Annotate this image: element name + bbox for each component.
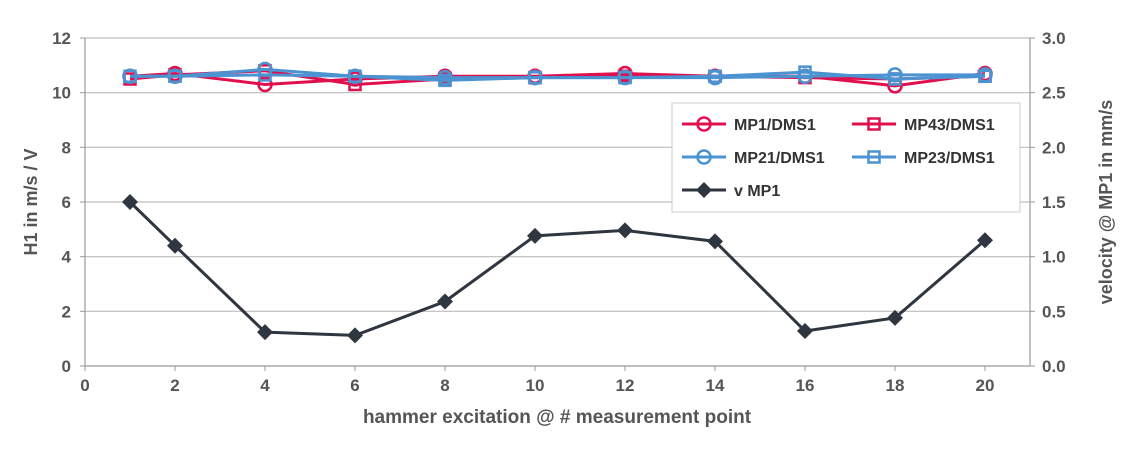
data-point bbox=[618, 70, 632, 85]
axes bbox=[80, 37, 1035, 371]
y2-tick-label: 0.0 bbox=[1042, 357, 1066, 376]
y2-tick-label: 3.0 bbox=[1042, 29, 1066, 48]
data-point bbox=[888, 72, 902, 86]
data-point bbox=[168, 69, 182, 84]
data-point bbox=[123, 69, 137, 84]
y2-tick-label: 0.5 bbox=[1042, 302, 1066, 321]
y2-tick-label: 2.5 bbox=[1042, 84, 1066, 103]
series-line bbox=[130, 70, 986, 82]
data-point bbox=[978, 69, 992, 84]
y2-tick-label: 1.0 bbox=[1042, 248, 1066, 267]
y2-axis-label: velocity @ MP1 in mm/s bbox=[1096, 100, 1116, 305]
series-mp23-dms1 bbox=[123, 65, 992, 88]
data-point bbox=[258, 68, 272, 82]
data-point bbox=[797, 323, 813, 340]
x-tick-label: 6 bbox=[350, 376, 359, 395]
legend-label: MP1/DMS1 bbox=[734, 117, 816, 134]
y-axis-label: H1 in m/s / V bbox=[21, 148, 41, 255]
legend-marker bbox=[696, 182, 712, 198]
data-point bbox=[348, 69, 362, 84]
data-point bbox=[707, 233, 723, 250]
data-point bbox=[798, 65, 812, 79]
y-tick-label: 6 bbox=[62, 193, 71, 212]
y2-tick-label: 2.0 bbox=[1042, 138, 1066, 157]
data-point bbox=[887, 309, 903, 326]
data-point bbox=[167, 237, 183, 254]
x-tick-label: 20 bbox=[976, 376, 995, 395]
series-line bbox=[128, 200, 986, 337]
legend-marker bbox=[867, 150, 881, 164]
data-point bbox=[708, 69, 722, 84]
x-tick-label: 4 bbox=[260, 376, 270, 395]
y-tick-label: 8 bbox=[62, 138, 71, 157]
data-point bbox=[977, 232, 993, 249]
data-point bbox=[348, 77, 362, 92]
y-tick-label: 2 bbox=[62, 302, 71, 321]
x-axis-label: hammer excitation @ # measurement point bbox=[363, 407, 752, 428]
data-point bbox=[257, 76, 273, 93]
legend-marker bbox=[696, 149, 712, 165]
series bbox=[122, 61, 993, 344]
data-point bbox=[122, 194, 138, 210]
tick-labels: 0 2 4 6 8 10 12 0.0 0.5 1.0 1.5 2.0 2.5 3.0 0 2 4 6 8 10 12 1… bbox=[52, 29, 1066, 395]
gridlines bbox=[85, 37, 1030, 312]
data-point bbox=[527, 227, 543, 244]
data-point bbox=[617, 222, 633, 239]
x-tick-label: 10 bbox=[526, 376, 545, 395]
y-tick-label: 10 bbox=[52, 84, 71, 103]
legend-box bbox=[671, 102, 1021, 213]
legend-label: MP23/DMS1 bbox=[904, 150, 995, 167]
x-tick-label: 2 bbox=[170, 376, 179, 395]
y-tick-label: 12 bbox=[52, 29, 71, 48]
data-point bbox=[437, 293, 453, 310]
series-v-mp1 bbox=[122, 194, 993, 344]
legend-marker bbox=[696, 116, 712, 132]
x-tick-label: 16 bbox=[796, 376, 815, 395]
y-tick-label: 0 bbox=[62, 357, 71, 376]
legend-label: MP43/DMS1 bbox=[904, 117, 995, 134]
legend-marker bbox=[867, 117, 881, 131]
x-tick-label: 18 bbox=[886, 376, 905, 395]
data-point bbox=[528, 70, 542, 85]
legend: MP1/DMS1 MP43/DMS1 MP21/DMS1 MP23/DMS1 v MP1 bbox=[671, 102, 1021, 213]
x-tick-label: 8 bbox=[440, 376, 449, 395]
x-tick-label: 12 bbox=[616, 376, 635, 395]
data-point bbox=[257, 324, 273, 341]
data-point bbox=[347, 327, 363, 344]
y2-tick-label: 1.5 bbox=[1042, 193, 1066, 212]
x-tick-label: 14 bbox=[706, 376, 725, 395]
legend-label: MP21/DMS1 bbox=[734, 150, 825, 167]
y-tick-label: 4 bbox=[62, 248, 72, 267]
legend-label: v MP1 bbox=[734, 183, 780, 200]
data-point bbox=[438, 73, 452, 88]
x-tick-label: 0 bbox=[80, 376, 89, 395]
